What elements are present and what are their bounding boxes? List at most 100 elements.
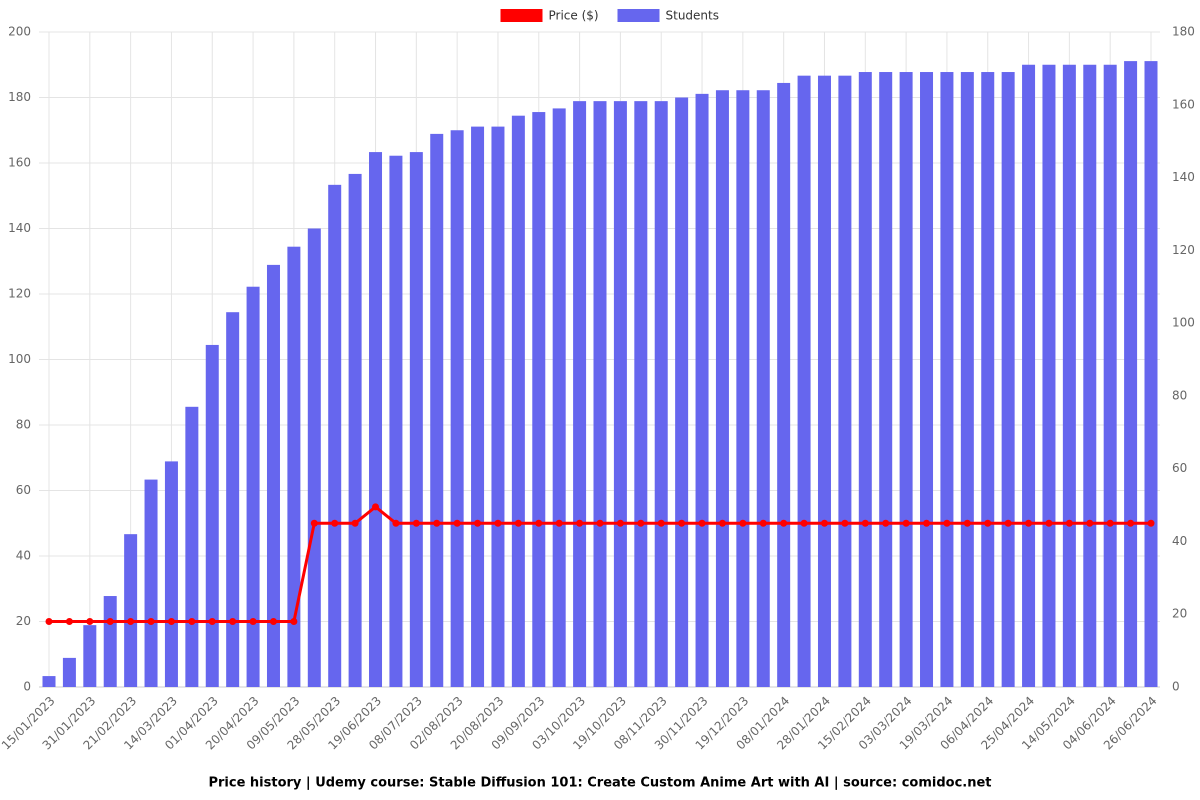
bar [511,115,525,687]
price-point [65,618,73,625]
price-point [1004,519,1012,527]
price-point [1065,519,1073,527]
price-point [106,618,114,625]
price-point [739,519,747,527]
bar [1103,64,1117,687]
price-point [433,519,441,527]
price-point [147,618,155,625]
price-point [923,519,931,527]
price-point [269,618,277,625]
bar [450,130,464,687]
price-point [576,519,584,527]
price-point [229,618,237,625]
bar [164,461,178,687]
bar [144,479,158,687]
bar [185,406,199,687]
price-point [596,519,604,527]
bar [1083,64,1097,687]
price-point [1025,519,1033,527]
bar [348,173,362,687]
price-point [820,519,828,527]
bar [103,596,117,687]
y2-tick-label: 80 [1172,388,1187,402]
bar [920,72,934,688]
price-point [1147,519,1155,527]
price-point [351,519,359,527]
legend-swatch [500,9,543,22]
bar [756,90,770,687]
y-tick-label: 0 [23,680,31,694]
price-point [127,618,135,625]
price-point [535,519,543,527]
price-point [657,519,665,527]
bar [83,625,97,687]
price-point [882,519,890,527]
price-point [780,519,788,527]
bar [940,72,954,688]
bar [838,75,852,687]
bar [226,312,240,687]
bar [1022,64,1036,687]
y2-tick-label: 0 [1172,680,1180,694]
bar [266,264,280,687]
price-point [678,519,686,527]
price-point [718,519,726,527]
price-point [167,618,175,625]
price-point [331,519,339,527]
y2-tick-label: 60 [1172,461,1187,475]
price-point [902,519,910,527]
bar [899,72,913,688]
y-tick-label: 140 [8,221,31,235]
bar [205,344,219,687]
bar [62,657,76,687]
chart-title: Price history | Udemy course: Stable Dif… [208,776,991,791]
y-tick-label: 20 [16,614,31,628]
y2-tick-label: 100 [1172,316,1195,330]
y2-tick-label: 180 [1172,25,1195,39]
price-point [310,519,318,527]
bar [246,286,260,687]
price-point [861,519,869,527]
price-point [86,618,94,625]
price-point [1045,519,1053,527]
bar [124,534,138,687]
bar [777,82,791,687]
bar [675,97,689,687]
bar [613,101,627,687]
y2-tick-label: 120 [1172,243,1195,257]
bar [532,112,546,688]
bar [715,90,729,687]
bar [981,72,995,688]
y2-tick-label: 20 [1172,607,1187,621]
bar [1062,64,1076,687]
price-point [963,519,971,527]
price-point [555,519,563,527]
y-tick-label: 180 [8,90,31,104]
price-point [392,519,400,527]
y2-tick-label: 40 [1172,534,1187,548]
y-tick-label: 100 [8,352,31,366]
bar [328,184,342,688]
price-point [943,519,951,527]
bar [287,246,301,687]
price-point [494,519,502,527]
price-point [1127,519,1135,527]
price-point [474,519,482,527]
bar [736,90,750,687]
y-tick-label: 200 [8,25,31,39]
y-tick-label: 160 [8,156,31,170]
price-point [188,618,196,625]
price-point [616,519,624,527]
price-point [1086,519,1094,527]
bar [307,228,321,687]
bar [552,108,566,687]
bar [573,101,587,687]
legend-swatch [617,9,660,22]
price-point [514,519,522,527]
price-point [208,618,216,625]
bar [695,93,709,688]
bar [42,676,56,687]
bar [593,101,607,687]
